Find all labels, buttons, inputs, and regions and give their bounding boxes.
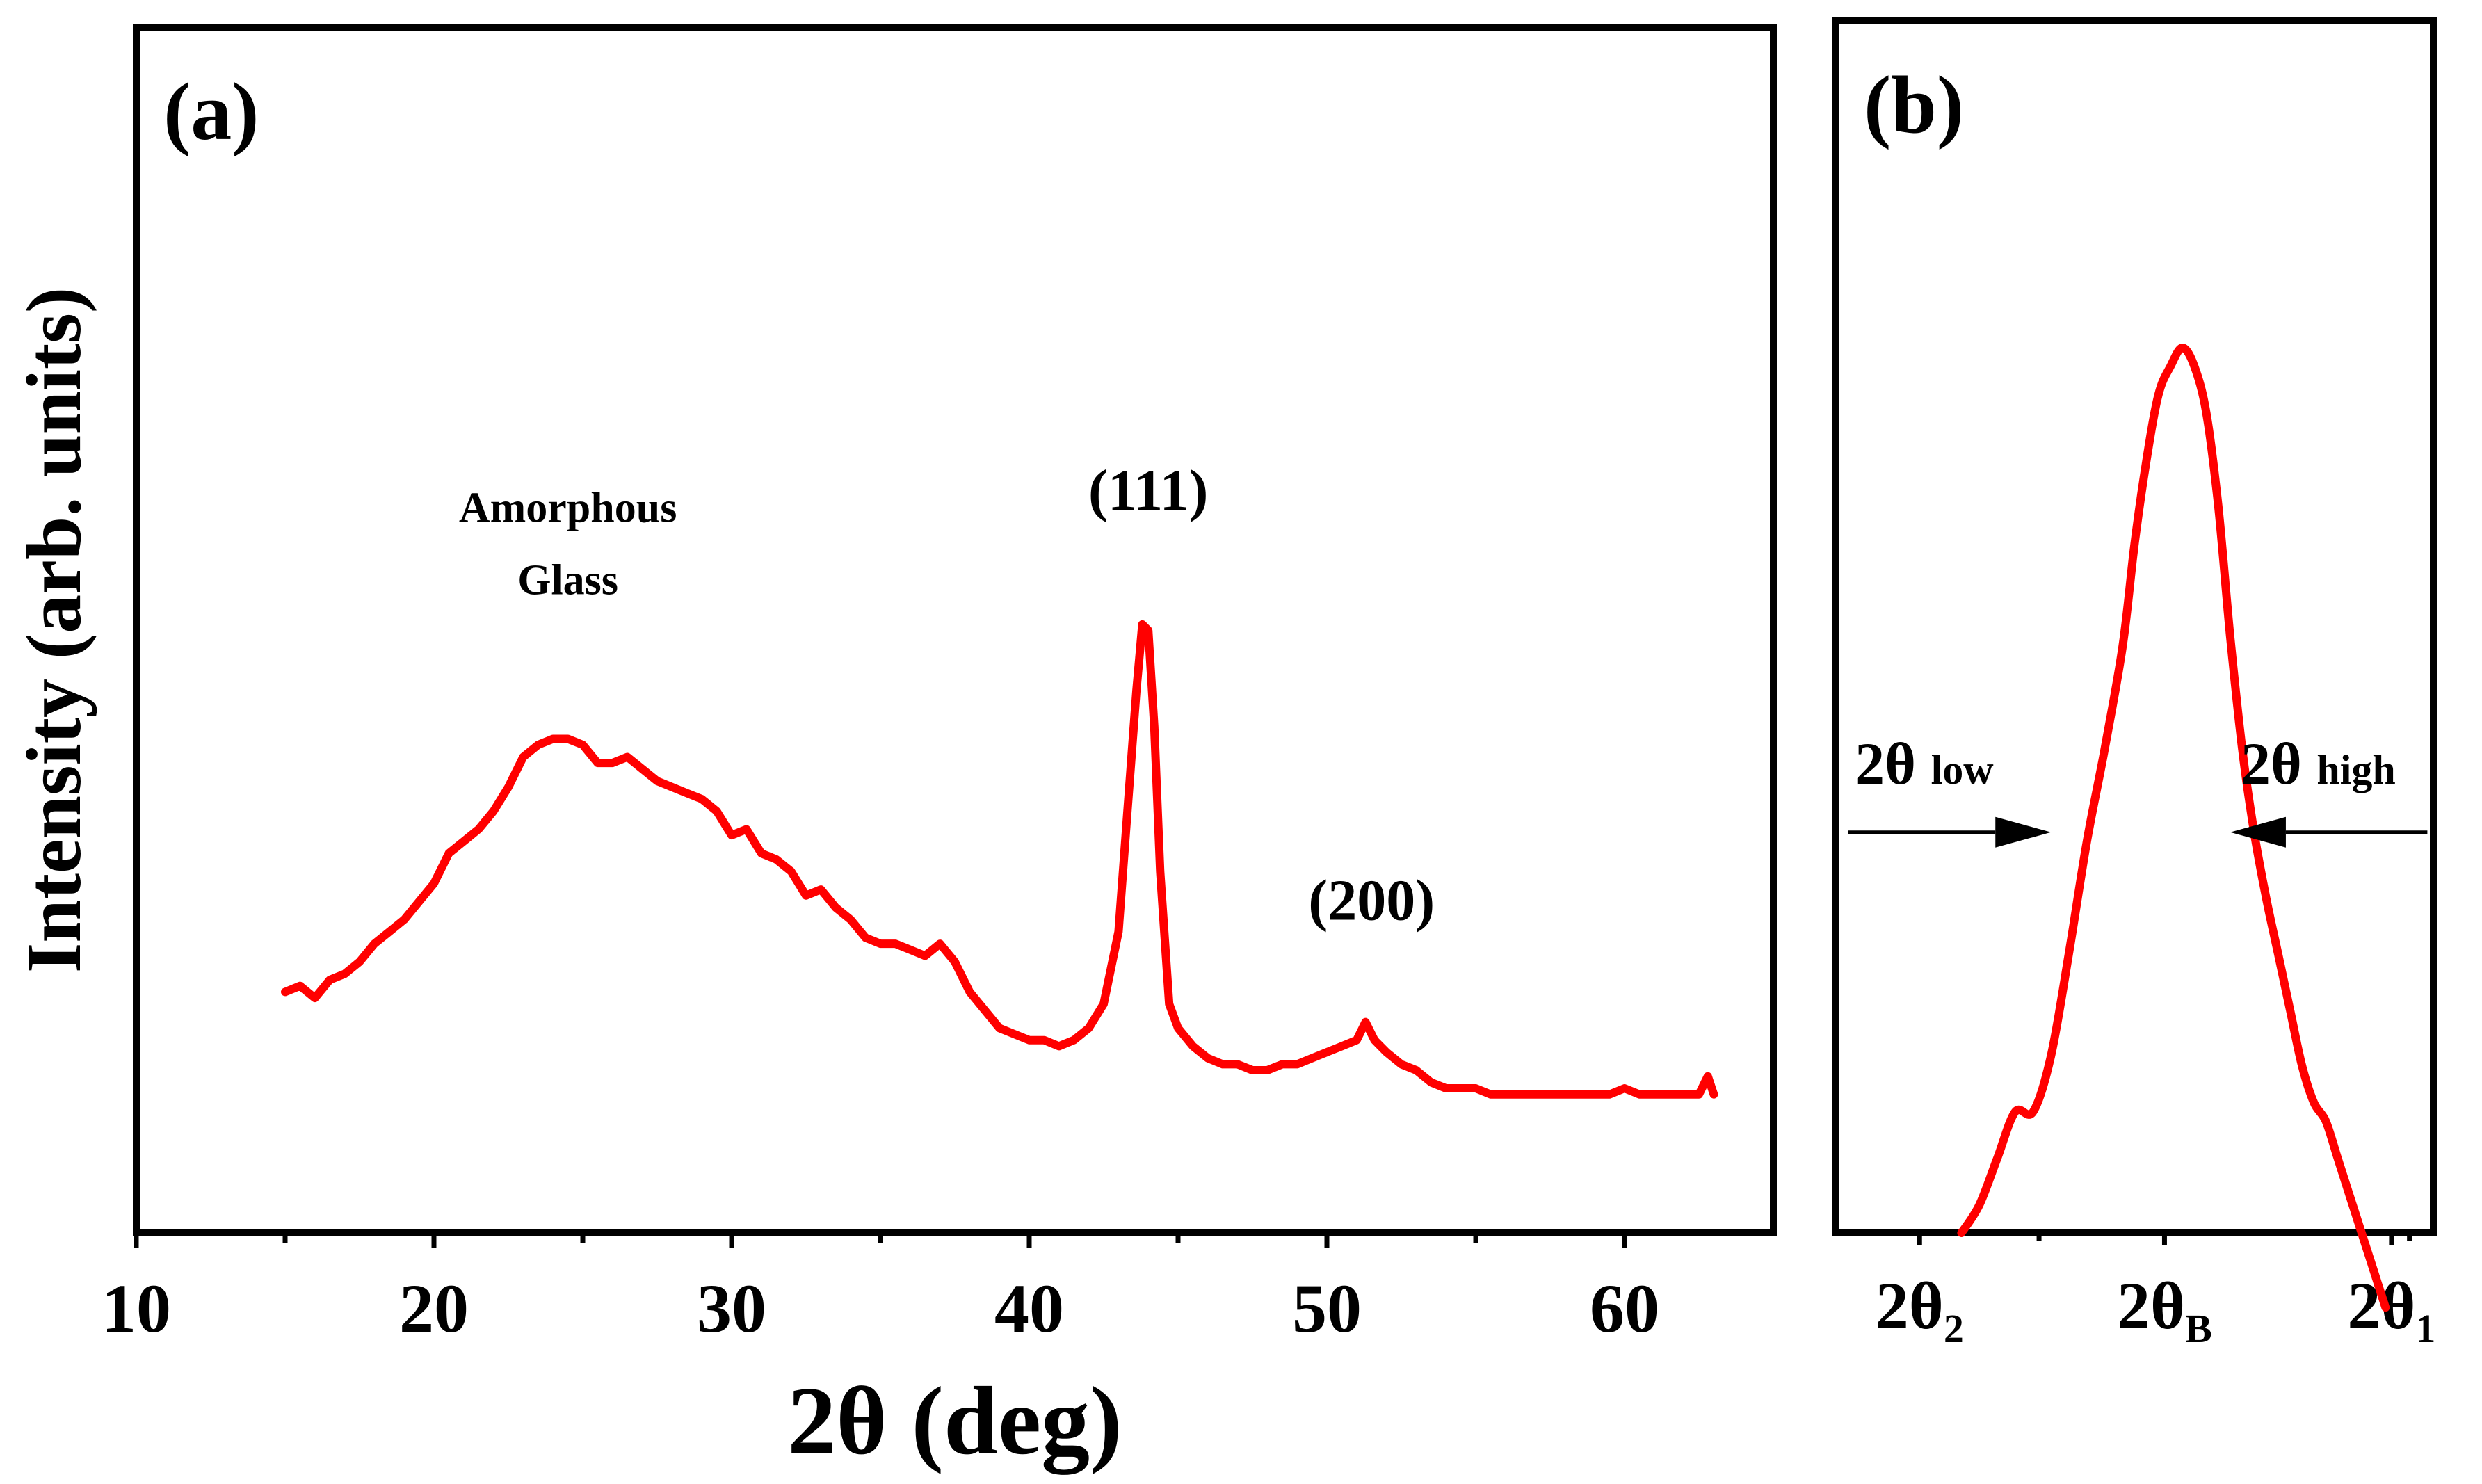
panel-b-x-ticks: 2θ2 2θB 2θ1 <box>1876 1233 2435 1351</box>
panel-a-annotations: Amorphous Glass (111) (200) <box>459 458 1435 933</box>
panel-a-label: (a) <box>163 66 259 157</box>
panel-b-tick-label: 2θ1 <box>2347 1268 2435 1351</box>
panel-a-tick-label: 20 <box>399 1270 469 1347</box>
panel-a-y-axis-label: Intensity (arb. units) <box>11 287 97 973</box>
panel-a-x-axis-label: 2θ (deg) <box>787 1367 1122 1475</box>
panel-b-tick-subscript: 2 <box>1944 1306 1964 1351</box>
panel-a-tick-label: 40 <box>994 1270 1064 1347</box>
panel-b-tick-subscript: B <box>2185 1306 2212 1351</box>
panel-b-tick-subscript: 1 <box>2415 1306 2435 1351</box>
panel-b-arrow-label: 2θ high <box>2241 730 2396 797</box>
panel-b-arrow-label: 2θ low <box>1855 730 1994 797</box>
panel-a-tick-label: 60 <box>1590 1270 1659 1347</box>
panel-b-peak-curve <box>1957 344 2390 1312</box>
panel-a-annotation: (200) <box>1308 868 1435 933</box>
panel-b-arrow-head <box>1995 816 2052 848</box>
panel-a-annotation: (111) <box>1088 458 1209 523</box>
panel-b-frame <box>1832 17 2437 1236</box>
panel-b-arrows: 2θ low 2θ high <box>1848 730 2428 848</box>
panel-a-annotation: Amorphous <box>459 485 677 532</box>
panel-a-xrd-curve <box>281 620 1718 1099</box>
panel-b-label: (b) <box>1864 59 1964 150</box>
panel-b: (b) 2θ2 2θB 2θ1 2θ low 2θ high <box>1832 17 2437 1351</box>
panel-a-tick-label: 30 <box>697 1270 766 1347</box>
panel-a-frame <box>133 24 1777 1236</box>
panel-a: (a) 10 20 30 40 50 60 Amorphous Glass (111) (200… <box>11 24 1777 1475</box>
panel-a-tick-label: 10 <box>102 1270 171 1347</box>
panel-a-x-ticks: 10 20 30 40 50 60 <box>102 1233 1659 1347</box>
panel-b-tick-label: 2θ2 <box>1876 1268 1964 1351</box>
panel-a-tick-label: 50 <box>1292 1270 1362 1347</box>
panel-a-annotation: Glass <box>517 557 618 604</box>
panel-b-arrow-label-suffix: high <box>2316 747 2395 793</box>
panel-b-arrow-label-suffix: low <box>1931 747 1995 793</box>
panel-b-tick-label: 2θB <box>2117 1268 2212 1351</box>
panel-b-arrow-head <box>2230 816 2286 848</box>
